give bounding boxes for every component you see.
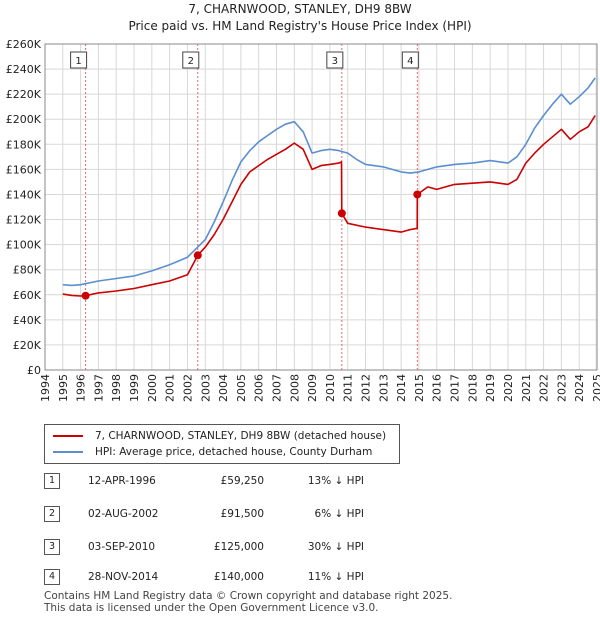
sale-point xyxy=(413,190,422,199)
x-tick-label: 1995 xyxy=(57,374,70,402)
y-tick-label: £100K xyxy=(6,239,42,252)
legend-label-property: 7, CHARNWOOD, STANLEY, DH9 8BW (detached… xyxy=(95,430,387,442)
x-tick-label: 2010 xyxy=(324,374,337,402)
y-tick-label: £160K xyxy=(6,163,42,176)
sale-label-text: 3 xyxy=(332,56,338,67)
series-line-hpi xyxy=(62,77,596,287)
sale-row: 1 12-APR-1996 £59,250 13% ↓ HPI xyxy=(44,470,564,492)
sale-label-text: 4 xyxy=(407,56,413,67)
legend-item-property: 7, CHARNWOOD, STANLEY, DH9 8BW (detached… xyxy=(53,428,386,444)
series-line-property xyxy=(62,115,596,297)
sale-hpi-diff: 30% ↓ HPI xyxy=(307,541,364,553)
footer-attribution: Contains HM Land Registry data © Crown c… xyxy=(44,590,452,614)
legend-label-hpi: HPI: Average price, detached house, Coun… xyxy=(95,446,373,458)
legend-swatch-hpi xyxy=(53,451,83,453)
chart-title: 7, CHARNWOOD, STANLEY, DH9 8BW xyxy=(188,2,412,16)
x-tick-label: 2022 xyxy=(538,374,551,402)
y-tick-label: £200K xyxy=(6,113,42,126)
y-tick-label: £180K xyxy=(6,138,42,151)
sale-label-box xyxy=(401,51,419,69)
x-tick-label: 2003 xyxy=(199,374,212,402)
x-tick-label: 2009 xyxy=(306,374,319,402)
sale-hpi-diff: 13% ↓ HPI xyxy=(307,475,364,487)
sale-row: 4 28-NOV-2014 £140,000 11% ↓ HPI xyxy=(44,566,564,588)
sale-label-box xyxy=(70,51,88,69)
y-tick-label: £40K xyxy=(13,314,42,327)
x-tick-label: 2005 xyxy=(235,374,248,402)
x-tick-label: 2000 xyxy=(146,374,159,402)
sale-row: 3 03-SEP-2010 £125,000 30% ↓ HPI xyxy=(44,536,564,558)
y-tick-label: £260K xyxy=(6,38,42,51)
legend-swatch-property xyxy=(53,435,83,437)
y-tick-label: £20K xyxy=(13,339,42,352)
x-tick-label: 2020 xyxy=(502,374,515,402)
x-tick-label: 2021 xyxy=(520,374,533,402)
y-tick-label: £140K xyxy=(6,188,42,201)
sale-label-text: 1 xyxy=(75,56,81,67)
x-tick-label: 2002 xyxy=(181,374,194,402)
x-tick-label: 1996 xyxy=(75,374,88,402)
x-tick-label: 2011 xyxy=(342,374,355,402)
chart-legend: 7, CHARNWOOD, STANLEY, DH9 8BW (detached… xyxy=(44,424,400,464)
footer-line-licence: This data is licensed under the Open Gov… xyxy=(44,602,379,614)
y-tick-label: £120K xyxy=(6,214,42,227)
sale-number-badge: 3 xyxy=(44,539,60,555)
sale-price: £91,500 xyxy=(220,508,264,520)
sale-price: £140,000 xyxy=(213,571,264,583)
x-tick-label: 2016 xyxy=(431,374,444,402)
sale-price: £125,000 xyxy=(213,541,264,553)
sale-date: 02-AUG-2002 xyxy=(88,508,159,520)
sale-label-box xyxy=(326,51,344,69)
x-tick-label: 2008 xyxy=(288,374,301,402)
x-tick-label: 2025 xyxy=(591,374,600,402)
sale-row: 2 02-AUG-2002 £91,500 6% ↓ HPI xyxy=(44,503,564,525)
x-tick-label: 2013 xyxy=(377,374,390,402)
sale-date: 03-SEP-2010 xyxy=(88,541,156,553)
chart-subtitle: Price paid vs. HM Land Registry's House … xyxy=(128,19,472,33)
sale-hpi-diff: 6% ↓ HPI xyxy=(314,508,364,520)
y-tick-label: £0 xyxy=(27,364,41,377)
sale-label-text: 2 xyxy=(188,56,194,67)
x-tick-label: 2007 xyxy=(270,374,283,402)
sale-point xyxy=(193,251,202,260)
legend-item-hpi: HPI: Average price, detached house, Coun… xyxy=(53,444,372,460)
x-tick-label: 2014 xyxy=(395,374,408,402)
sale-date: 12-APR-1996 xyxy=(88,475,156,487)
x-tick-label: 1994 xyxy=(39,374,52,402)
x-tick-label: 2023 xyxy=(555,374,568,402)
x-tick-label: 2019 xyxy=(484,374,497,402)
sale-price: £59,250 xyxy=(220,475,264,487)
sale-hpi-diff: 11% ↓ HPI xyxy=(307,571,364,583)
y-tick-label: £80K xyxy=(13,264,42,277)
sale-point xyxy=(337,209,346,218)
x-tick-label: 2018 xyxy=(466,374,479,402)
plot-border xyxy=(44,43,598,371)
x-tick-label: 2006 xyxy=(253,374,266,402)
x-tick-label: 2017 xyxy=(449,374,462,402)
x-tick-label: 1997 xyxy=(92,374,105,402)
sale-label-box xyxy=(182,51,200,69)
x-tick-label: 1999 xyxy=(128,374,141,402)
sale-point xyxy=(81,291,90,300)
x-tick-label: 2012 xyxy=(360,374,373,402)
x-tick-label: 1998 xyxy=(110,374,123,402)
y-tick-label: £240K xyxy=(6,63,42,76)
plot-area xyxy=(45,44,597,370)
x-tick-label: 2024 xyxy=(573,374,586,402)
sale-number-badge: 4 xyxy=(44,569,60,585)
price-chart: £0 £20K £40K £60K £80K £100K £120K £140K £160K £1… xyxy=(6,38,600,402)
y-tick-label: £220K xyxy=(6,88,42,101)
footer-line-copyright: Contains HM Land Registry data © Crown c… xyxy=(44,590,453,602)
sale-number-badge: 1 xyxy=(44,473,60,489)
chart-title-block: 7, CHARNWOOD, STANLEY, DH9 8BW Price pai… xyxy=(0,0,600,35)
x-tick-label: 2001 xyxy=(164,374,177,402)
y-tick-label: £60K xyxy=(13,289,42,302)
sale-date: 28-NOV-2014 xyxy=(88,571,159,583)
sale-number-badge: 2 xyxy=(44,506,60,522)
x-tick-label: 2015 xyxy=(413,374,426,402)
x-tick-label: 2004 xyxy=(217,374,230,402)
forecast-shading xyxy=(595,44,597,370)
